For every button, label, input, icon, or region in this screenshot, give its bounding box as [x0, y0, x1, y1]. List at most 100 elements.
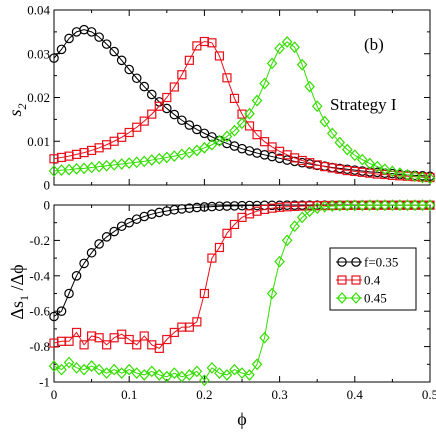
- bottom-data-point: [86, 360, 97, 372]
- top-data-point: [364, 157, 376, 170]
- bottom-data-point: [184, 322, 194, 332]
- bottom-data-point: [56, 306, 67, 316]
- bottom-data-point: [116, 221, 127, 232]
- top-data-point: [357, 153, 368, 166]
- bottom-data-point: [94, 239, 104, 249]
- bottom-xtick-label: 0.1: [121, 387, 137, 402]
- legend-marker: [337, 275, 347, 285]
- bottom-data-point: [417, 199, 428, 212]
- bottom-xtick-label: 0.2: [196, 387, 212, 402]
- top-data-point: [296, 58, 308, 71]
- bottom-data-point: [146, 365, 158, 378]
- bottom-data-point: [79, 258, 89, 269]
- bottom-data-point: [191, 365, 203, 378]
- bottom-data-point: [162, 334, 172, 345]
- strategy-annotation: Strategy I: [330, 95, 397, 114]
- top-series-group: [48, 24, 436, 185]
- bottom-data-point: [229, 363, 240, 376]
- bottom-data-point: [199, 288, 209, 299]
- bottom-data-point: [341, 199, 353, 212]
- bottom-data-point: [56, 363, 67, 376]
- top-data-point: [162, 92, 172, 103]
- bottom-data-point: [161, 370, 173, 383]
- top-ytick-label: 0.04: [27, 3, 50, 18]
- bottom-data-point: [394, 199, 406, 212]
- bottom-data-point: [214, 201, 225, 212]
- bottom-data-point: [154, 207, 165, 218]
- top-data-point: [169, 109, 180, 120]
- bottom-data-point: [71, 327, 82, 338]
- top-data-point: [274, 42, 285, 55]
- bottom-ytick-label: -1: [39, 375, 50, 390]
- bottom-data-point: [364, 199, 376, 212]
- top-data-point: [162, 103, 172, 114]
- top-ytick-label: 0.03: [27, 46, 50, 61]
- bottom-data-point: [108, 363, 120, 376]
- top-data-point: [229, 93, 240, 103]
- top-data-point: [281, 36, 293, 48]
- bottom-data-point: [169, 367, 180, 380]
- bottom-data-point: [63, 356, 75, 369]
- bottom-data-point: [379, 199, 391, 212]
- top-ylabel: s2: [5, 103, 29, 116]
- bottom-data-point: [222, 201, 232, 211]
- top-data-point: [207, 132, 217, 142]
- top-data-point: [319, 115, 331, 128]
- top-data-point: [117, 132, 127, 142]
- top-data-point: [402, 169, 413, 181]
- top-data-point: [139, 81, 150, 92]
- bottom-data-point: [153, 369, 165, 381]
- bottom-data-point: [109, 226, 119, 237]
- bottom-data-point: [214, 367, 225, 380]
- bottom-data-point: [349, 199, 361, 212]
- bottom-data-point: [259, 331, 270, 344]
- bottom-data-point: [192, 202, 202, 213]
- bottom-data-point: [424, 199, 436, 212]
- bottom-data-point: [304, 205, 315, 218]
- bottom-data-point: [71, 270, 82, 281]
- top-data-point: [124, 127, 134, 138]
- bottom-series-2: [48, 199, 436, 387]
- bottom-data-point: [124, 334, 134, 345]
- legend-marker: [351, 275, 361, 285]
- top-data-point: [154, 101, 164, 111]
- top-data-point: [206, 138, 218, 151]
- bottom-data-point: [184, 369, 195, 381]
- top-data-point: [147, 109, 157, 119]
- legend-label: 0.45: [364, 291, 387, 306]
- bottom-data-point: [199, 202, 210, 212]
- top-data-point: [379, 163, 391, 176]
- top-data-point: [244, 107, 255, 120]
- top-ytick-label: 0.01: [27, 134, 50, 149]
- legend-marker: [336, 292, 348, 304]
- bottom-data-point: [132, 340, 142, 350]
- bottom-data-point: [326, 200, 338, 212]
- legend-marker: [337, 257, 347, 267]
- bottom-series-group: [48, 199, 436, 387]
- top-tick-labels: 0 0.01 0.02 0.03 0.04: [27, 3, 50, 193]
- top-data-point: [64, 33, 74, 44]
- bottom-data-point: [334, 199, 346, 212]
- top-data-point: [71, 162, 82, 175]
- bottom-data-point: [71, 361, 82, 374]
- top-data-point: [214, 51, 225, 61]
- top-data-point: [334, 136, 346, 149]
- top-data-point: [214, 134, 225, 147]
- top-data-point: [282, 155, 292, 165]
- top-data-point: [94, 32, 104, 42]
- bottom-data-point: [124, 217, 134, 228]
- bottom-data-point: [101, 232, 112, 242]
- bottom-data-point: [78, 363, 90, 376]
- bottom-panel-ds1: 0 0.1 0.2 0.3 0.4 0.5 -1 -0.8 -0.6 -0.4 -0.2 0 Δs1 …: [7, 198, 436, 430]
- legend-marker: [350, 292, 362, 304]
- top-data-point: [116, 55, 127, 66]
- bottom-data-point: [357, 199, 368, 212]
- legend-label: f=0.35: [364, 255, 398, 270]
- bottom-data-point: [117, 329, 127, 339]
- top-data-point: [341, 143, 353, 156]
- bottom-data-point: [94, 333, 104, 343]
- top-data-point: [372, 160, 383, 173]
- bottom-data-point: [207, 253, 217, 263]
- bottom-data-point: [251, 358, 263, 371]
